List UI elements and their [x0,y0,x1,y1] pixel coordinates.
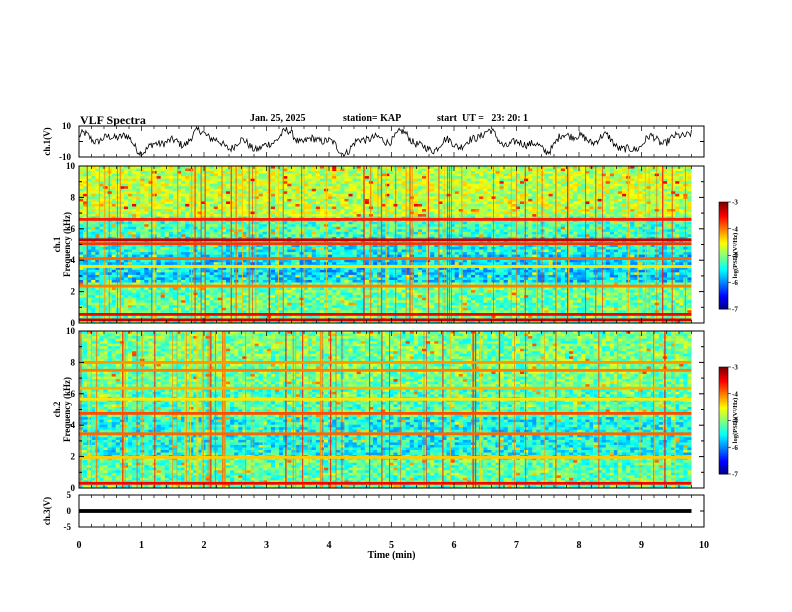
emission-band [79,456,692,459]
y-tick-label: 2 [71,452,76,462]
x-tick-label: 7 [514,540,519,551]
colorbar-tick-label: -3 [732,364,738,372]
colorbar-label: log(PSD)(V²/Hz) [732,398,739,444]
emission-band [79,368,692,372]
x-tick-label: 9 [639,540,644,551]
colorbar-tick-label: -6 [732,279,738,287]
emission-band [79,257,692,260]
y-axis-label: ch.1(V) [42,127,52,155]
y-tick-label: 4 [71,420,76,430]
emission-band [79,412,692,415]
emission-band [79,265,692,268]
emission-band [79,386,692,390]
emission-band [79,313,692,316]
x-tick-label: 8 [577,540,582,551]
y-tick-label: 2 [71,287,76,297]
y-axis-label: Frequency (kHz) [62,212,72,277]
emission-band [79,218,692,221]
x-tick-label: 4 [327,540,332,551]
y-tick-label: 0 [71,483,76,493]
y-tick-label: 10 [62,121,72,131]
colorbar-tick-label: -4 [732,225,738,233]
colorbar-tick-label: -5 [732,417,738,425]
y-tick-label: 0 [71,318,76,328]
y-tick-label: -5 [64,522,72,532]
ch1-spectrogram [78,165,731,324]
y-axis-label: ch.3(V) [42,497,52,525]
emission-band [79,242,692,246]
x-tick-label: 1 [139,540,144,551]
ch2-spectrogram [78,330,731,489]
y-axis-label: Frequency (kHz) [62,377,72,442]
colorbar-tick-label: -3 [732,199,738,207]
colorbar-tick-label: -6 [732,444,738,452]
emission-band [79,284,692,288]
y-tick-label: 5 [67,490,72,500]
y-tick-label: 4 [71,255,76,265]
emission-band [79,318,692,322]
y-tick-label: 10 [66,161,76,171]
emission-band [79,432,692,436]
start-ut-label: start UT = 23: 20: 1 [437,113,529,124]
y-axis-label: ch.1 [52,236,62,252]
emission-band [79,238,692,242]
emission-band [79,481,692,485]
colorbar-tick-label: -7 [732,306,738,314]
x-tick-label: 2 [202,540,207,551]
y-tick-label: 8 [71,192,76,202]
y-tick-label: 6 [71,389,76,399]
x-axis-label: Time (min) [368,550,416,561]
x-tick-label: 3 [264,540,269,551]
station-label: station= KAP [343,113,402,124]
chart-title: VLF Spectra [80,113,146,127]
y-tick-label: 0 [67,506,72,516]
colorbar-tick-label: -7 [732,471,738,479]
x-tick-label: 5 [389,540,394,551]
date-label: Jan. 25, 2025 [250,113,306,124]
y-tick-label: 10 [66,326,76,336]
colorbar-label: log(PSD)(V²/Hz) [732,233,739,279]
x-tick-label: 0 [77,540,82,551]
ch3-signal-band [79,509,692,513]
ch1-waveform-line [78,125,692,158]
colorbar-tick-label: -5 [732,252,738,260]
y-axis-label: ch.2 [52,401,62,417]
emission-band [79,361,692,364]
y-tick-label: -10 [59,152,71,162]
emission-band [79,397,692,401]
x-tick-label: 10 [699,540,709,551]
y-tick-label: 8 [71,357,76,367]
colorbar-tick-label: -4 [732,390,738,398]
y-tick-label: 6 [71,224,76,234]
x-tick-label: 6 [452,540,457,551]
